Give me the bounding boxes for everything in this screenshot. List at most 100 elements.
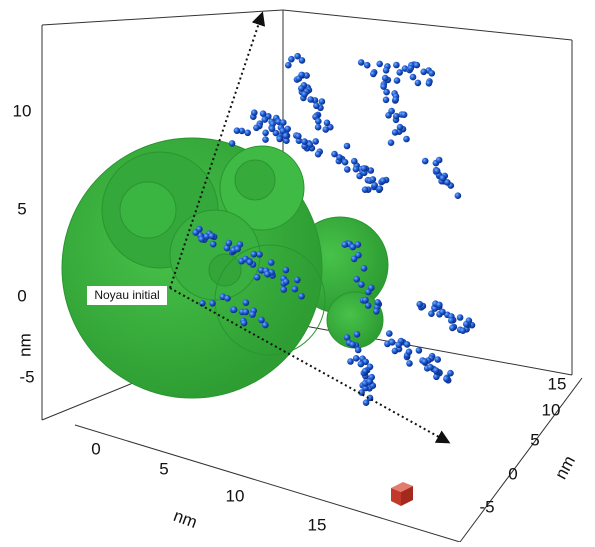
atom bbox=[463, 320, 470, 328]
atom bbox=[369, 176, 377, 183]
atom bbox=[421, 358, 429, 365]
atom bbox=[407, 64, 415, 72]
atom bbox=[428, 70, 436, 77]
axis-label: nm bbox=[551, 453, 579, 483]
atom bbox=[336, 154, 343, 161]
atom bbox=[223, 244, 231, 252]
atom bbox=[323, 119, 331, 127]
atom bbox=[314, 150, 322, 158]
atom bbox=[225, 239, 233, 247]
atom bbox=[357, 360, 365, 368]
atom bbox=[413, 61, 421, 69]
atom bbox=[272, 129, 280, 137]
atom bbox=[421, 157, 429, 165]
atom bbox=[276, 135, 284, 143]
tick-label: 5 bbox=[159, 459, 168, 478]
cube-face bbox=[391, 488, 401, 506]
atom bbox=[234, 245, 241, 253]
atom bbox=[381, 74, 389, 82]
atom bbox=[415, 347, 423, 354]
atom bbox=[318, 98, 326, 105]
atom bbox=[354, 346, 362, 354]
atom bbox=[246, 258, 254, 266]
axis-label: nm bbox=[171, 506, 200, 532]
atom bbox=[264, 270, 271, 278]
atom bbox=[357, 59, 365, 66]
atom bbox=[380, 83, 387, 90]
atom bbox=[208, 232, 216, 240]
atom bbox=[435, 156, 443, 164]
atom bbox=[379, 177, 387, 185]
tick-label: 10 bbox=[13, 101, 32, 120]
cube-face bbox=[401, 486, 413, 506]
atom bbox=[268, 125, 276, 133]
atom bbox=[283, 137, 290, 144]
atom bbox=[396, 69, 404, 76]
atom bbox=[374, 299, 382, 306]
atom bbox=[253, 274, 261, 281]
tick-label: -5 bbox=[479, 497, 494, 516]
atom bbox=[353, 275, 361, 283]
atom bbox=[303, 72, 310, 79]
atom bbox=[386, 330, 393, 337]
atom bbox=[448, 317, 455, 324]
atom bbox=[376, 60, 384, 68]
tick-label: 15 bbox=[308, 515, 327, 534]
atom bbox=[322, 126, 330, 133]
atom bbox=[349, 243, 357, 251]
atom bbox=[439, 174, 447, 182]
atom bbox=[258, 316, 265, 324]
tick-label: 5 bbox=[530, 430, 539, 449]
cube bbox=[391, 482, 413, 506]
edge bbox=[282, 9, 573, 41]
atom bbox=[403, 341, 411, 348]
edge bbox=[74, 424, 461, 543]
atom bbox=[282, 132, 290, 140]
sphere bbox=[234, 159, 276, 201]
atom bbox=[230, 306, 238, 314]
atom bbox=[250, 250, 258, 258]
atom bbox=[449, 324, 456, 332]
atom bbox=[434, 356, 442, 363]
sphere bbox=[119, 181, 177, 239]
atom bbox=[301, 142, 308, 150]
atom bbox=[294, 276, 301, 284]
atom bbox=[416, 300, 424, 308]
atom bbox=[343, 334, 351, 341]
atom bbox=[363, 61, 371, 69]
atom bbox=[238, 127, 246, 135]
atom bbox=[392, 96, 400, 103]
atom bbox=[251, 109, 258, 116]
atom bbox=[298, 71, 305, 79]
atoms-back bbox=[250, 52, 476, 335]
precipitates bbox=[61, 137, 389, 399]
atom bbox=[285, 61, 292, 69]
atom bbox=[269, 120, 277, 128]
atom bbox=[361, 186, 369, 193]
atom bbox=[396, 123, 404, 131]
atom bbox=[454, 192, 462, 199]
atom bbox=[352, 165, 360, 173]
atom bbox=[383, 88, 390, 96]
atom bbox=[203, 233, 210, 240]
atom bbox=[456, 314, 464, 321]
atom bbox=[224, 295, 231, 302]
atom bbox=[433, 167, 441, 175]
atom bbox=[331, 150, 338, 158]
atom bbox=[428, 310, 435, 318]
atom bbox=[436, 301, 443, 309]
atom bbox=[280, 286, 288, 293]
atom bbox=[388, 107, 395, 115]
arrow bbox=[169, 11, 266, 289]
atom bbox=[382, 67, 390, 74]
atom bbox=[432, 367, 440, 374]
atom bbox=[209, 240, 217, 248]
atom bbox=[414, 79, 422, 87]
atom bbox=[367, 167, 375, 174]
atom bbox=[192, 229, 199, 236]
atom bbox=[420, 68, 428, 76]
atom bbox=[249, 311, 256, 318]
atom bbox=[313, 102, 320, 110]
tick-label: 5 bbox=[17, 199, 26, 218]
